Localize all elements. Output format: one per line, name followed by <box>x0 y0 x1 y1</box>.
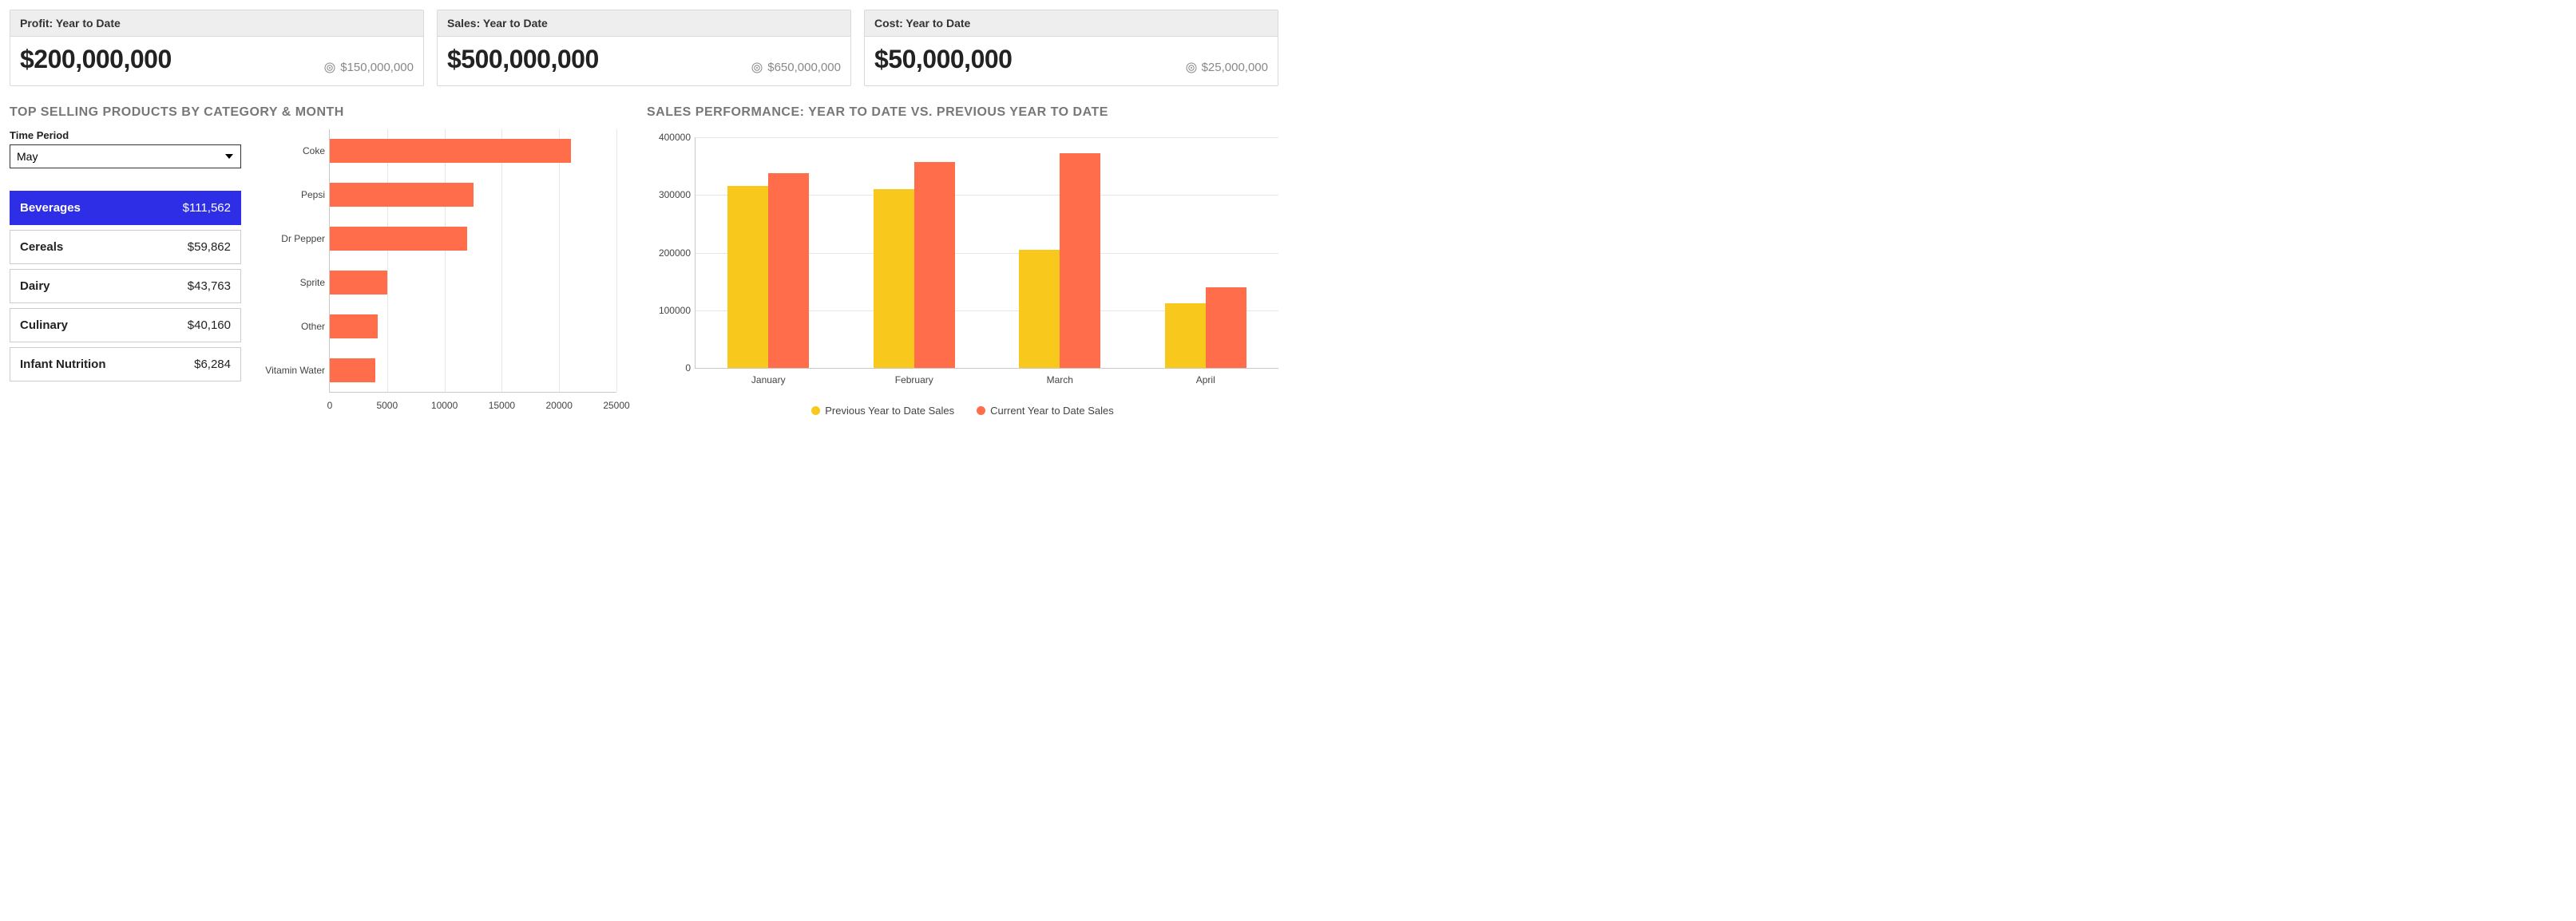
bar <box>330 227 467 251</box>
bar <box>1206 287 1246 368</box>
top-selling-title: TOP SELLING PRODUCTS BY CATEGORY & MONTH <box>10 105 624 120</box>
bar <box>330 139 571 163</box>
legend-item: Previous Year to Date Sales <box>811 405 954 417</box>
x-axis-label: January <box>751 374 786 385</box>
sales-perf-title: SALES PERFORMANCE: YEAR TO DATE VS. PREV… <box>647 105 1278 120</box>
top-products-chart: 0500010000150002000025000CokePepsiDr Pep… <box>257 129 624 417</box>
y-axis-label: Pepsi <box>258 190 325 200</box>
kpi-card-sales: Sales: Year to Date $500,000,000 $650,00… <box>437 10 851 86</box>
y-axis-label: Coke <box>258 146 325 156</box>
category-item[interactable]: Cereals $59,862 <box>10 230 241 264</box>
category-name: Culinary <box>20 318 68 332</box>
category-name: Dairy <box>20 279 50 293</box>
category-item[interactable]: Infant Nutrition $6,284 <box>10 347 241 381</box>
kpi-row: Profit: Year to Date $200,000,000 $150,0… <box>10 10 1278 86</box>
y-axis-label: Other <box>258 322 325 331</box>
bar <box>330 271 387 294</box>
x-axis-tick: 20000 <box>546 400 573 411</box>
x-axis-label: April <box>1196 374 1215 385</box>
bar <box>1060 153 1100 368</box>
legend-item: Current Year to Date Sales <box>977 405 1114 417</box>
kpi-title: Cost: Year to Date <box>865 10 1278 37</box>
category-value: $6,284 <box>194 358 231 371</box>
x-axis-tick: 5000 <box>376 400 398 411</box>
category-item[interactable]: Beverages $111,562 <box>10 191 241 225</box>
y-axis-label: Sprite <box>258 278 325 287</box>
category-value: $43,763 <box>188 279 231 293</box>
x-axis-tick: 25000 <box>603 400 629 411</box>
kpi-value: $50,000,000 <box>874 45 1012 74</box>
category-item[interactable]: Culinary $40,160 <box>10 308 241 342</box>
target-icon <box>324 62 335 73</box>
x-axis-tick: 15000 <box>489 400 515 411</box>
bar <box>914 162 955 368</box>
legend-swatch <box>977 406 985 415</box>
time-period-select[interactable]: May <box>10 144 241 168</box>
bar <box>1165 303 1206 368</box>
kpi-title: Sales: Year to Date <box>438 10 850 37</box>
y-axis-label: Dr Pepper <box>258 234 325 243</box>
category-name: Beverages <box>20 201 81 215</box>
kpi-target-value: $650,000,000 <box>767 61 841 74</box>
legend-label: Previous Year to Date Sales <box>825 405 954 417</box>
kpi-target: $650,000,000 <box>751 61 841 74</box>
kpi-value: $500,000,000 <box>447 45 599 74</box>
kpi-target-value: $150,000,000 <box>340 61 414 74</box>
category-item[interactable]: Dairy $43,763 <box>10 269 241 303</box>
category-value: $40,160 <box>188 318 231 332</box>
y-axis-tick: 400000 <box>649 132 691 143</box>
y-axis-tick: 100000 <box>649 305 691 316</box>
bar <box>330 314 378 338</box>
legend-label: Current Year to Date Sales <box>990 405 1114 417</box>
bar <box>874 189 914 368</box>
bar <box>727 186 768 368</box>
y-axis-tick: 0 <box>649 362 691 374</box>
kpi-card-profit: Profit: Year to Date $200,000,000 $150,0… <box>10 10 424 86</box>
x-axis-label: March <box>1047 374 1073 385</box>
kpi-card-cost: Cost: Year to Date $50,000,000 $25,000,0… <box>864 10 1278 86</box>
x-axis-tick: 0 <box>327 400 333 411</box>
bar <box>330 183 474 207</box>
legend-swatch <box>811 406 820 415</box>
x-axis-tick: 10000 <box>431 400 458 411</box>
kpi-target: $25,000,000 <box>1186 61 1268 74</box>
target-icon <box>751 62 763 73</box>
x-axis-label: February <box>895 374 933 385</box>
category-value: $111,562 <box>183 201 231 215</box>
category-name: Cereals <box>20 240 63 254</box>
time-period-label: Time Period <box>10 129 241 141</box>
target-icon <box>1186 62 1197 73</box>
category-value: $59,862 <box>188 240 231 254</box>
kpi-target: $150,000,000 <box>324 61 414 74</box>
category-list: Beverages $111,562 Cereals $59,862 Dairy $43,… <box>10 191 241 381</box>
y-axis-tick: 200000 <box>649 247 691 259</box>
bar <box>1019 250 1060 368</box>
kpi-target-value: $25,000,000 <box>1202 61 1268 74</box>
category-name: Infant Nutrition <box>20 358 105 371</box>
sales-perf-chart: 0 100000 200000 300000 400000 January February… <box>647 129 1278 417</box>
bar <box>330 358 375 382</box>
bar <box>768 173 809 368</box>
y-axis-label: Vitamin Water <box>258 366 325 375</box>
kpi-value: $200,000,000 <box>20 45 172 74</box>
y-axis-tick: 300000 <box>649 189 691 200</box>
kpi-title: Profit: Year to Date <box>10 10 423 37</box>
